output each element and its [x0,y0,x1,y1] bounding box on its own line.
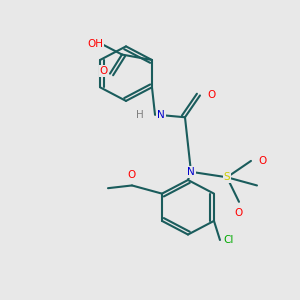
Text: S: S [224,172,230,182]
Text: N: N [187,167,195,177]
Text: O: O [235,208,243,218]
Text: N: N [157,110,165,119]
Text: OH: OH [87,39,103,49]
Text: O: O [128,169,136,179]
Text: H: H [136,110,144,119]
Text: O: O [208,91,216,100]
Text: O: O [100,66,108,76]
Text: Cl: Cl [224,235,234,245]
Text: O: O [259,156,267,166]
